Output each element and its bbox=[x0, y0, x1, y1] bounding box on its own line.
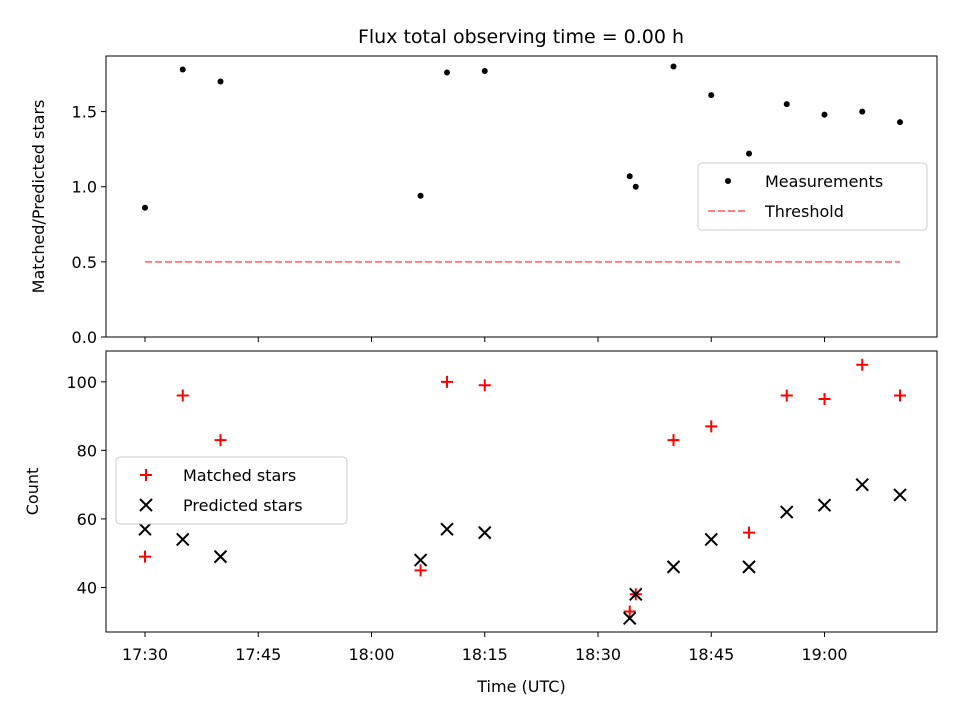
y-axis-label: Count bbox=[23, 468, 42, 516]
predicted-star-point bbox=[855, 477, 869, 492]
x-axis-label: Time (UTC) bbox=[476, 677, 565, 696]
measurement-point bbox=[746, 150, 752, 157]
y-tick-label: 1.5 bbox=[72, 103, 97, 122]
matched-star-point bbox=[414, 564, 427, 577]
measurement-point bbox=[821, 111, 828, 118]
predicted-star-point bbox=[893, 488, 907, 502]
predicted-star-point bbox=[478, 525, 492, 540]
top-panel: 0.0 0.5 1.0 1.5 Matched/Predicted stars Measu… bbox=[29, 55, 938, 347]
legend-marker-x bbox=[139, 498, 153, 512]
matched-star-point bbox=[214, 434, 227, 447]
matched-star-point bbox=[176, 389, 189, 402]
matched-star-point bbox=[705, 420, 718, 433]
measurement-point bbox=[217, 78, 224, 85]
matched-star-point bbox=[894, 389, 906, 402]
chart-title: Flux total observing time = 0.00 h bbox=[358, 26, 684, 48]
predicted-star-point bbox=[623, 611, 637, 626]
measurement-point bbox=[417, 192, 424, 199]
y-tick-label: 0.0 bbox=[72, 328, 97, 347]
measurement-point bbox=[708, 92, 715, 99]
x-tick-label: 17:45 bbox=[235, 645, 281, 664]
matched-star-point bbox=[743, 526, 755, 539]
x-tick-label: 18:45 bbox=[688, 645, 734, 664]
y-tick-label: 0.5 bbox=[72, 253, 97, 272]
measurement-point bbox=[626, 173, 633, 180]
y-tick-label: 100 bbox=[66, 373, 97, 392]
legend-label: Measurements bbox=[765, 172, 883, 191]
matched-star-point bbox=[139, 550, 151, 563]
predicted-star-point bbox=[138, 522, 152, 536]
x-tick-label: 18:30 bbox=[575, 645, 621, 664]
measurement-point bbox=[179, 66, 186, 73]
legend: Matched stars Predicted stars bbox=[115, 456, 348, 525]
predicted-star-point bbox=[213, 549, 228, 564]
x-tick-label: 17:30 bbox=[122, 645, 168, 664]
matched-star-point bbox=[441, 375, 453, 388]
plot-frame bbox=[105, 350, 938, 633]
matched-star-point bbox=[667, 434, 680, 447]
measurement-point bbox=[670, 63, 677, 70]
matched-star-point bbox=[818, 392, 831, 405]
measurement-point bbox=[783, 101, 790, 108]
predicted-star-point bbox=[817, 498, 832, 512]
predicted-star-point bbox=[704, 532, 718, 547]
legend-marker-plus bbox=[140, 469, 152, 481]
legend-box bbox=[115, 456, 348, 525]
measurement-point bbox=[897, 119, 903, 126]
predicted-star-point bbox=[666, 560, 681, 574]
predicted-star-point bbox=[742, 560, 756, 574]
legend-label: Threshold bbox=[764, 202, 844, 221]
y-tick-label: 40 bbox=[77, 578, 97, 597]
measurement-point bbox=[444, 69, 450, 76]
x-tick-label: 18:00 bbox=[348, 645, 394, 664]
measurement-point bbox=[632, 183, 639, 190]
y-tick-label: 80 bbox=[77, 441, 97, 460]
legend: Measurements Threshold bbox=[697, 162, 928, 231]
predicted-star-point bbox=[629, 587, 643, 602]
predicted-star-point bbox=[176, 532, 190, 547]
plot-frame bbox=[105, 55, 938, 338]
y-tick-label: 1.0 bbox=[72, 178, 97, 197]
matched-star-point bbox=[478, 379, 491, 392]
legend-label: Predicted stars bbox=[183, 496, 303, 515]
y-axis-label: Matched/Predicted stars bbox=[29, 100, 48, 294]
measurement-point bbox=[142, 204, 148, 211]
x-tick-label: 19:00 bbox=[801, 645, 847, 664]
matched-star-point bbox=[623, 605, 636, 618]
measurement-point bbox=[859, 108, 866, 115]
predicted-star-point bbox=[440, 522, 454, 536]
matched-star-point bbox=[856, 358, 869, 371]
measurement-point bbox=[481, 68, 488, 75]
legend-marker-dot bbox=[725, 178, 731, 184]
matched-star-point bbox=[780, 389, 793, 402]
predicted-star-point bbox=[413, 553, 428, 567]
y-tick-label: 60 bbox=[77, 510, 97, 529]
bottom-panel: 40 60 80 100 17:30 17:45 18:00 18:15 18:30 18:45 1… bbox=[23, 350, 938, 696]
predicted-star-point bbox=[780, 505, 794, 519]
legend-label: Matched stars bbox=[183, 466, 296, 485]
legend-box bbox=[697, 162, 928, 231]
x-tick-label: 18:15 bbox=[462, 645, 508, 664]
